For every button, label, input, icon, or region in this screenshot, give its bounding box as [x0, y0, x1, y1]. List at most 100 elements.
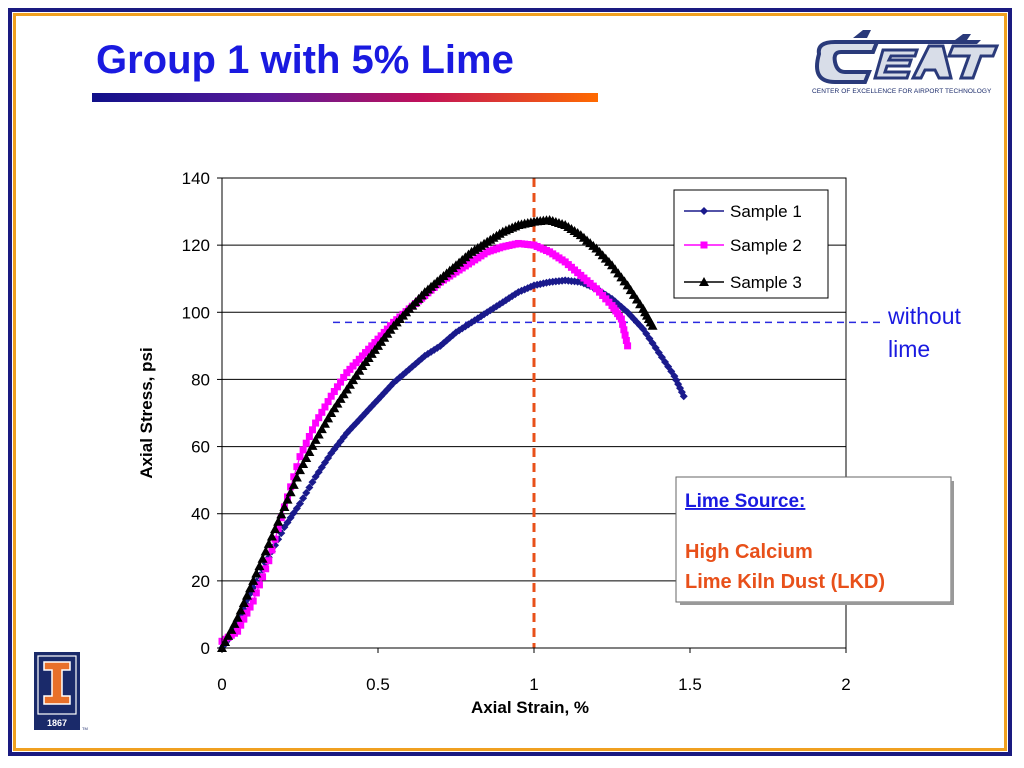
- series-3-point: [647, 320, 658, 330]
- series-2-point: [255, 581, 263, 589]
- y-tick-label-0: 0: [201, 639, 210, 658]
- series-1-point: [302, 488, 311, 497]
- university-logo-trademark: TM: [82, 726, 88, 731]
- slide-outer-border: [8, 8, 1012, 756]
- x-tick-label-1.5: 1.5: [678, 675, 702, 694]
- series-2-point: [622, 336, 630, 344]
- series-3-point: [310, 434, 321, 444]
- series-3-point: [319, 418, 330, 428]
- series-3-point: [223, 630, 234, 640]
- series-3: [217, 214, 658, 652]
- series-2-point: [333, 383, 341, 391]
- x-tick-label-0.5: 0.5: [366, 675, 390, 694]
- series-3-point: [338, 389, 349, 399]
- series-3-point: [354, 365, 365, 375]
- series-3-point: [251, 568, 262, 578]
- series-1-point: [299, 494, 308, 503]
- lime-source-line2: Lime Kiln Dust (LKD): [685, 571, 885, 593]
- ceat-logo-caption: CENTER OF EXCELLENCE FOR AIRPORT TECHNOL…: [812, 88, 992, 95]
- legend-label-sample1: Sample 1: [730, 202, 802, 221]
- series-2-point: [327, 392, 335, 400]
- series-3-point: [344, 379, 355, 389]
- series-2-point: [252, 589, 260, 597]
- series-2-point: [312, 419, 320, 427]
- series-3-point: [332, 398, 343, 408]
- legend-box: [673, 189, 829, 299]
- lime-source-line1: High Calcium: [685, 541, 813, 563]
- series-2-point: [621, 331, 629, 339]
- y-axis-label: Axial Stress, psi: [137, 347, 156, 478]
- series-2-point: [296, 453, 304, 461]
- legend-label-sample3: Sample 3: [730, 273, 802, 292]
- series-3-point: [307, 440, 318, 450]
- series-3-point: [298, 459, 309, 469]
- series-3-point: [229, 618, 240, 628]
- series-3-point: [316, 424, 327, 434]
- series-3-point: [335, 393, 346, 403]
- legend-marker-sample1: [700, 207, 708, 215]
- series-3-point: [276, 509, 287, 519]
- series-2-point: [308, 426, 316, 434]
- series-3-point: [288, 479, 299, 489]
- series-3-point: [291, 472, 302, 482]
- y-tick-label-40: 40: [191, 505, 210, 524]
- series-2-point: [330, 388, 338, 396]
- series-2-point: [318, 408, 326, 416]
- series-3-point: [257, 553, 268, 563]
- series-3-point: [351, 370, 362, 380]
- series-2-point: [293, 463, 301, 471]
- series-3-point: [282, 494, 293, 504]
- legend-marker-sample3: [699, 277, 709, 286]
- series-1-point: [679, 392, 688, 401]
- series-2-point: [624, 342, 632, 350]
- title-underline-bar: [92, 93, 598, 102]
- series-2-point: [249, 597, 257, 605]
- series-2-point: [619, 320, 627, 328]
- legend-label-sample2: Sample 2: [730, 236, 802, 255]
- series-2-point: [299, 446, 307, 454]
- series-2-point: [315, 414, 323, 422]
- series-1-point: [296, 499, 304, 508]
- series-3-point: [266, 531, 277, 541]
- series-3-point: [341, 384, 352, 394]
- series-3-point: [220, 636, 231, 646]
- series-2-point: [305, 433, 313, 440]
- series-3-point: [260, 546, 271, 556]
- x-tick-label-0: 0: [217, 675, 226, 694]
- lime-source-box: Lime Source: High Calcium Lime Kiln Dust…: [675, 476, 954, 605]
- without-lime-label-line2: lime: [888, 336, 930, 362]
- lime-source-heading: Lime Source:: [685, 491, 805, 512]
- x-tick-label-2: 2: [841, 675, 850, 694]
- series-2-point: [234, 627, 242, 635]
- series-1-point: [305, 483, 314, 492]
- chart-legend: Sample 1 Sample 2 Sample 3: [673, 189, 829, 299]
- legend-markers: [699, 207, 709, 286]
- reference-lines: [333, 178, 880, 648]
- series-1: [218, 276, 688, 652]
- series-3-point: [313, 429, 324, 439]
- university-logo: 1867 TM: [34, 652, 88, 731]
- series-2-point: [265, 557, 273, 565]
- y-tick-label-120: 120: [182, 236, 210, 255]
- series-2-point: [302, 439, 310, 447]
- series-2: [218, 239, 632, 645]
- y-tick-label-60: 60: [191, 438, 210, 457]
- series-3-point: [326, 408, 337, 417]
- series-1-point: [308, 478, 317, 487]
- university-logo-year: 1867: [47, 718, 67, 728]
- series-2-point: [324, 398, 332, 406]
- series-3-point: [241, 590, 252, 600]
- series-3-point: [348, 375, 359, 385]
- slide-title: Group 1 with 5% Lime: [96, 38, 514, 82]
- ceat-logo: [815, 30, 1000, 84]
- series-2-point: [274, 524, 282, 532]
- y-tick-label-80: 80: [191, 370, 210, 389]
- series-3-point: [329, 403, 340, 413]
- series-2-point: [240, 615, 248, 623]
- series-line-2: [221, 242, 629, 642]
- series-3-point: [304, 446, 315, 456]
- y-tick-label-20: 20: [191, 572, 210, 591]
- series-3-point: [323, 413, 334, 423]
- series-2-point: [259, 573, 267, 581]
